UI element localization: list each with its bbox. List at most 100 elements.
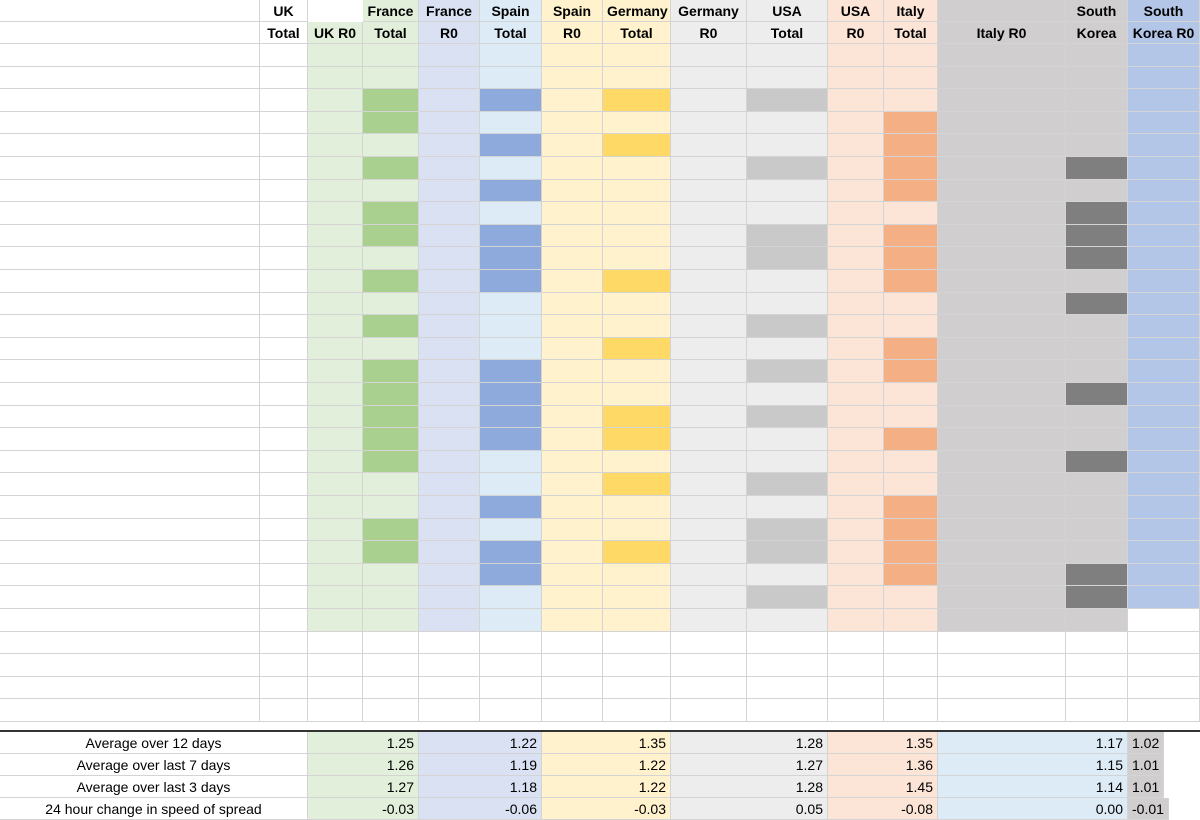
column-header-line2[interactable]: R0 — [542, 22, 603, 44]
data-cell-fr[interactable] — [419, 496, 480, 519]
summary-label[interactable]: Average over 12 days — [0, 732, 308, 754]
data-cell-frr[interactable] — [480, 44, 542, 67]
data-cell-de[interactable] — [671, 428, 747, 451]
data-cell-es[interactable] — [542, 609, 603, 632]
data-cell-fr[interactable] — [419, 541, 480, 564]
data-cell-uk[interactable] — [308, 405, 363, 429]
data-cell-usr[interactable] — [884, 563, 938, 587]
summary-label[interactable]: Average over last 3 days — [0, 776, 308, 798]
data-cell-itr[interactable] — [1066, 383, 1128, 406]
summary-value[interactable]: 1.15 — [938, 754, 1128, 776]
data-cell-usr[interactable] — [884, 609, 938, 632]
row-day-label[interactable] — [260, 66, 308, 90]
data-cell-fr[interactable] — [419, 518, 480, 542]
data-cell-esr[interactable] — [603, 586, 671, 609]
empty-cell[interactable] — [0, 676, 260, 700]
data-cell-der[interactable] — [747, 202, 828, 225]
data-cell-fr[interactable] — [419, 360, 480, 383]
data-cell-de[interactable] — [671, 179, 747, 203]
data-cell-us[interactable] — [828, 202, 884, 225]
summary-value[interactable]: 1.35 — [828, 732, 938, 754]
row-day-label[interactable] — [260, 270, 308, 293]
data-cell-der[interactable] — [747, 450, 828, 474]
row-spacer[interactable] — [0, 292, 260, 316]
empty-cell[interactable] — [1128, 676, 1200, 700]
data-cell-frr[interactable] — [480, 541, 542, 564]
empty-cell[interactable] — [747, 699, 828, 722]
data-cell-fr[interactable] — [419, 270, 480, 293]
data-cell-der[interactable] — [747, 609, 828, 632]
row-day-label[interactable] — [260, 496, 308, 519]
data-cell-itr[interactable] — [1066, 450, 1128, 474]
column-header-line1[interactable]: France — [419, 0, 480, 22]
data-cell-uk[interactable] — [308, 292, 363, 316]
data-cell-ukr[interactable] — [363, 202, 419, 225]
data-cell-uk[interactable] — [308, 179, 363, 203]
data-cell-ukr[interactable] — [363, 609, 419, 632]
data-cell-de[interactable] — [671, 315, 747, 338]
data-cell-it[interactable] — [938, 405, 1066, 429]
data-cell-usr[interactable] — [884, 292, 938, 316]
data-cell-uk[interactable] — [308, 134, 363, 157]
data-cell-der[interactable] — [747, 337, 828, 361]
data-cell-de[interactable] — [671, 609, 747, 632]
data-cell-frr[interactable] — [480, 157, 542, 180]
column-header-line1[interactable]: South — [1066, 0, 1128, 22]
data-cell-frr[interactable] — [480, 360, 542, 383]
data-cell-esr[interactable] — [603, 563, 671, 587]
data-cell-it[interactable] — [938, 496, 1066, 519]
data-cell-it[interactable] — [938, 224, 1066, 248]
data-cell-ukr[interactable] — [363, 66, 419, 90]
data-cell-uk[interactable] — [308, 360, 363, 383]
empty-cell[interactable] — [938, 676, 1066, 700]
data-cell-uk[interactable] — [308, 157, 363, 180]
data-cell-de[interactable] — [671, 496, 747, 519]
data-cell-frr[interactable] — [480, 270, 542, 293]
data-cell-kr[interactable] — [1128, 383, 1200, 406]
summary-value[interactable]: 1.01 — [1128, 776, 1165, 798]
data-cell-us[interactable] — [828, 496, 884, 519]
data-cell-de[interactable] — [671, 292, 747, 316]
data-cell-kr[interactable] — [1128, 179, 1200, 203]
column-header-line2[interactable]: Total — [363, 22, 419, 44]
data-cell-kr[interactable] — [1128, 496, 1200, 519]
data-cell-usr[interactable] — [884, 66, 938, 90]
data-cell-fr[interactable] — [419, 66, 480, 90]
data-cell-ukr[interactable] — [363, 428, 419, 451]
data-cell-esr[interactable] — [603, 111, 671, 135]
data-cell-es[interactable] — [542, 518, 603, 542]
data-cell-usr[interactable] — [884, 134, 938, 157]
data-cell-kr[interactable] — [1128, 89, 1200, 112]
data-cell-usr[interactable] — [884, 541, 938, 564]
empty-cell[interactable] — [363, 654, 419, 677]
data-cell-usr[interactable] — [884, 405, 938, 429]
row-spacer[interactable] — [0, 111, 260, 135]
data-cell-usr[interactable] — [884, 44, 938, 67]
data-cell-de[interactable] — [671, 450, 747, 474]
empty-cell[interactable] — [747, 654, 828, 677]
row-day-label[interactable] — [260, 337, 308, 361]
data-cell-kr[interactable] — [1128, 586, 1200, 609]
data-cell-it[interactable] — [938, 473, 1066, 496]
row-day-label[interactable] — [260, 609, 308, 632]
data-cell-it[interactable] — [938, 360, 1066, 383]
data-cell-usr[interactable] — [884, 428, 938, 451]
data-cell-us[interactable] — [828, 563, 884, 587]
empty-cell[interactable] — [747, 676, 828, 700]
data-cell-fr[interactable] — [419, 563, 480, 587]
data-cell-der[interactable] — [747, 473, 828, 496]
empty-cell[interactable] — [542, 676, 603, 700]
empty-cell[interactable] — [1128, 699, 1200, 722]
data-cell-us[interactable] — [828, 66, 884, 90]
data-cell-es[interactable] — [542, 360, 603, 383]
column-header-line2[interactable]: Total — [603, 22, 671, 44]
summary-value[interactable]: 1.27 — [308, 776, 419, 798]
summary-value[interactable]: -0.03 — [542, 798, 671, 820]
data-cell-us[interactable] — [828, 360, 884, 383]
data-cell-de[interactable] — [671, 586, 747, 609]
data-cell-itr[interactable] — [1066, 541, 1128, 564]
row-day-label[interactable] — [260, 360, 308, 383]
data-cell-kr[interactable] — [1128, 134, 1200, 157]
data-cell-kr[interactable] — [1128, 518, 1200, 542]
row-day-label[interactable] — [260, 405, 308, 429]
